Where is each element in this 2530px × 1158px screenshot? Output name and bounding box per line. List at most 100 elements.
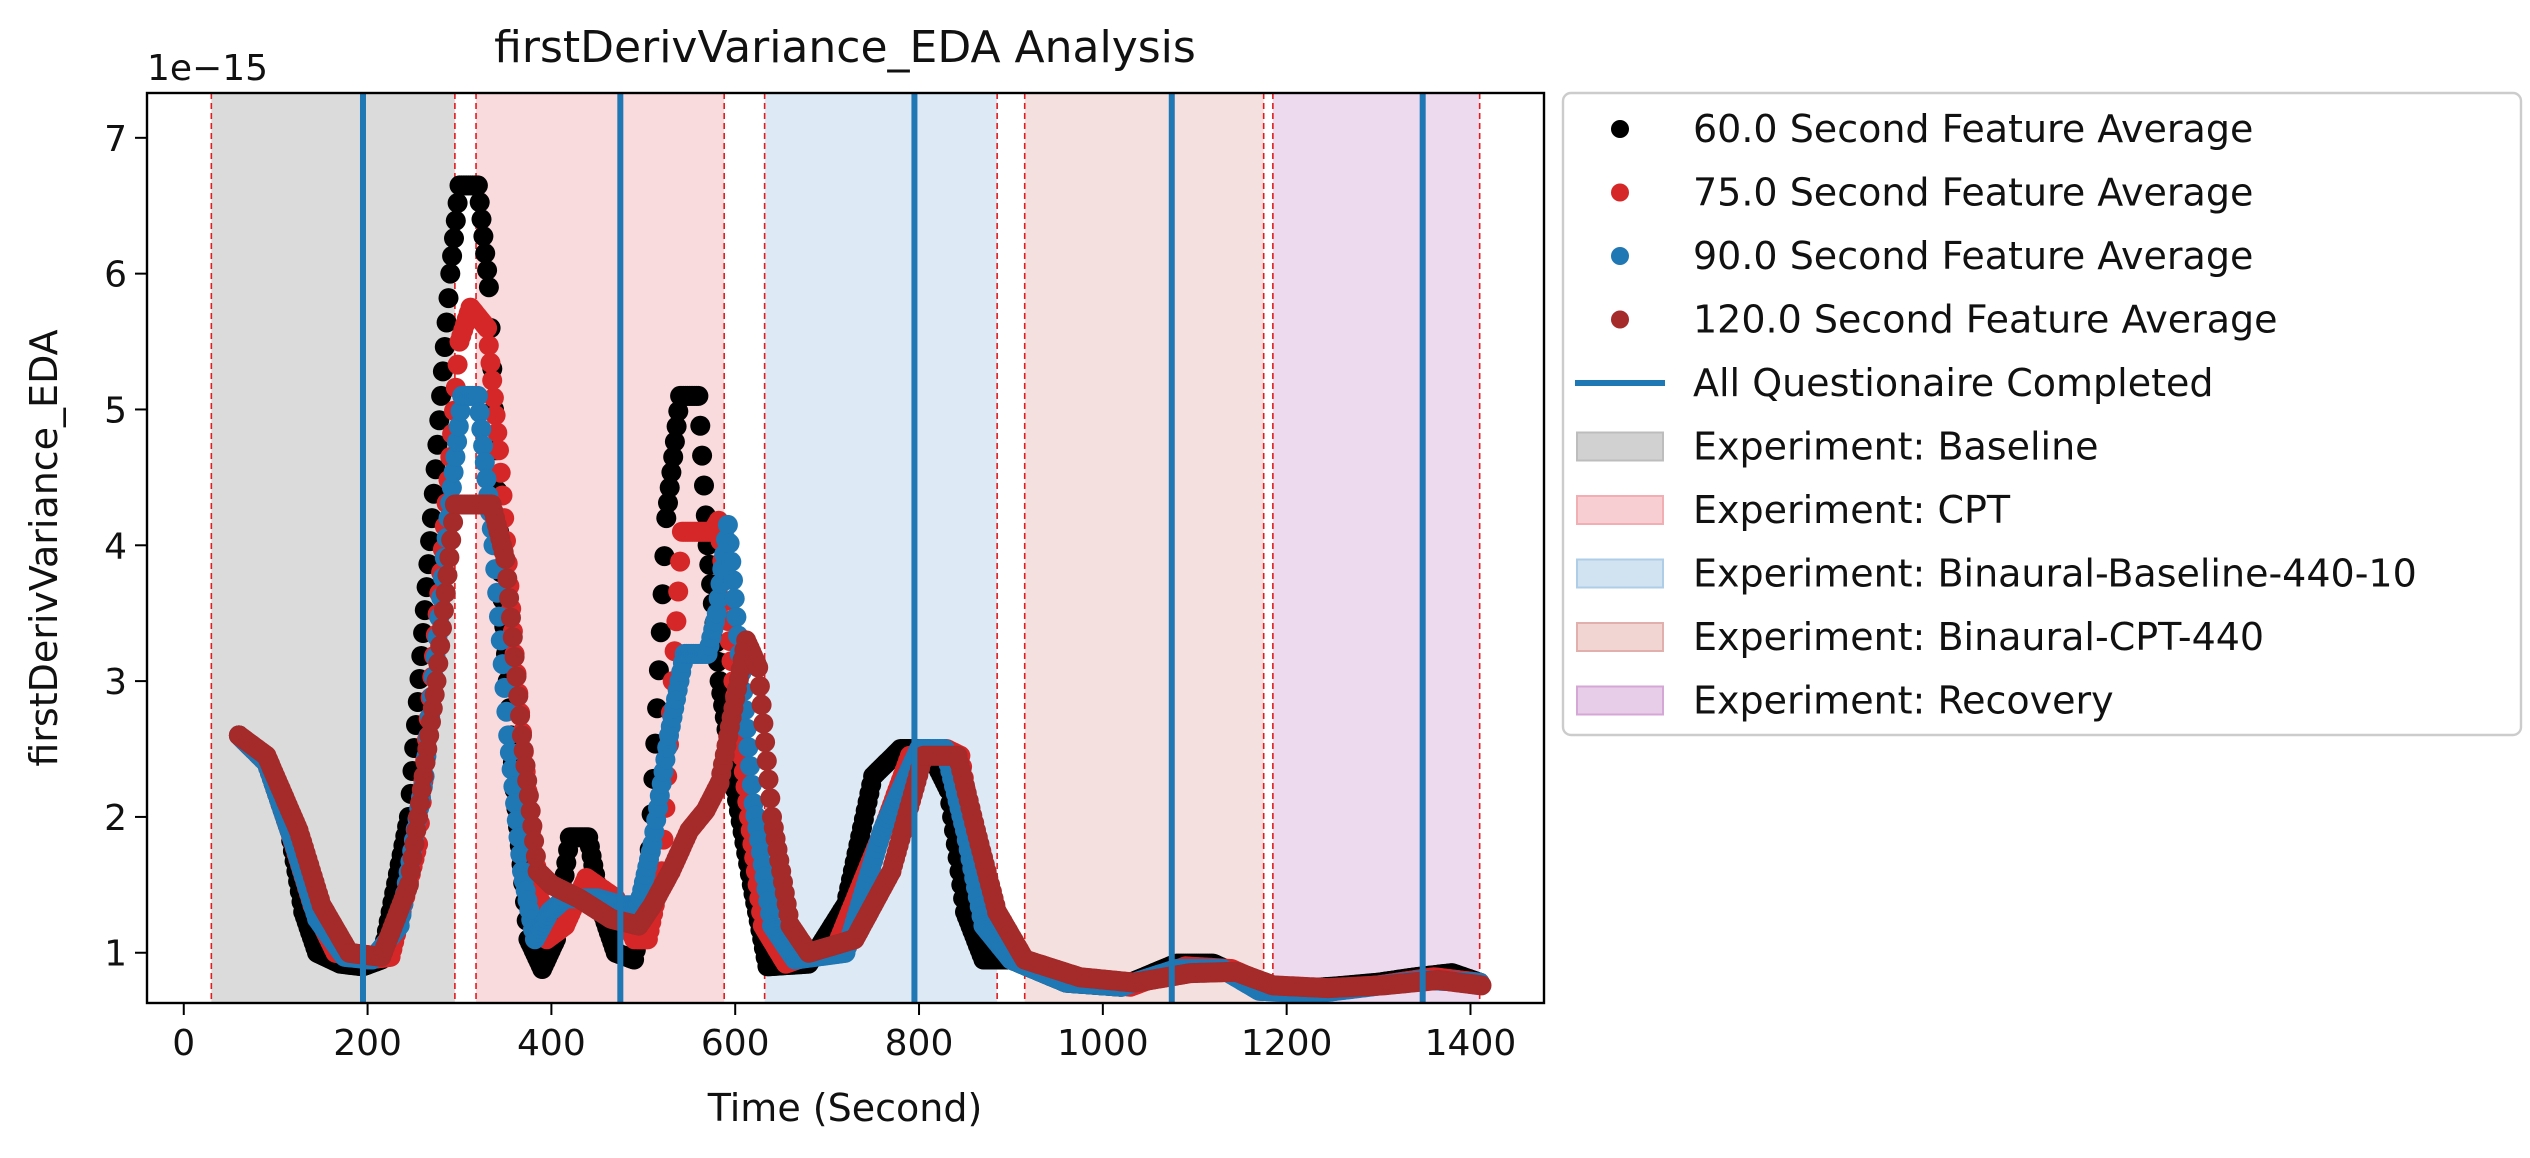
data-point	[508, 686, 529, 707]
data-point	[736, 718, 757, 739]
x-tick-label: 0	[172, 1023, 195, 1064]
legend-label: Experiment: Binaural-Baseline-440-10	[1693, 552, 2417, 596]
data-point	[740, 756, 761, 776]
data-point	[437, 565, 458, 586]
data-point	[431, 385, 452, 406]
data-point	[467, 175, 488, 196]
legend-swatch	[1576, 495, 1664, 525]
data-point	[447, 354, 468, 375]
data-point	[756, 750, 777, 771]
data-point	[748, 657, 769, 678]
legend-marker	[1611, 310, 1629, 329]
data-point	[652, 584, 673, 605]
legend-swatch	[1576, 685, 1664, 716]
experiment-boundaries	[210, 93, 1481, 1003]
data-point	[738, 737, 759, 758]
data-point	[717, 514, 738, 535]
data-point	[656, 508, 677, 529]
data-point	[438, 288, 459, 309]
data-point	[497, 568, 518, 589]
data-point	[495, 548, 516, 569]
legend-items: 60.0 Second Feature Average 75.0 Second F…	[1575, 107, 2417, 723]
legend-label: Experiment: Baseline	[1693, 425, 2099, 469]
legend-label: 90.0 Second Feature Average	[1693, 234, 2253, 278]
data-point	[661, 462, 682, 483]
data-point	[471, 419, 492, 440]
legend-label: Experiment: CPT	[1693, 488, 2011, 532]
x-axis-label: Time (Second)	[707, 1086, 983, 1130]
data-point	[426, 671, 447, 692]
data-point	[666, 611, 687, 632]
data-point	[477, 318, 498, 338]
data-point	[760, 788, 781, 809]
legend-frame	[1561, 91, 2523, 737]
data-point	[524, 831, 545, 852]
data-point	[478, 277, 499, 298]
y-tick-label: 5	[104, 390, 127, 431]
data-point	[480, 352, 501, 373]
data-point	[515, 755, 536, 776]
data-point	[688, 385, 709, 406]
y-tick-label: 6	[104, 255, 127, 296]
chart-title: firstDerivVariance_EDA Analysis	[494, 22, 1196, 73]
data-point	[444, 228, 464, 249]
data-point	[485, 405, 506, 426]
data-point	[469, 402, 490, 423]
legend-swatch	[1576, 622, 1664, 652]
y-axis-ticks: 1 2 3 4 5 6 7	[104, 119, 147, 975]
data-point	[659, 477, 680, 498]
data-point	[447, 431, 468, 452]
y-tick-label: 3	[104, 662, 127, 703]
data-point	[474, 452, 495, 473]
experiment-span	[1272, 93, 1480, 1003]
data-point	[439, 547, 460, 568]
data-point	[487, 422, 508, 443]
legend-label: Experiment: Binaural-CPT-440	[1693, 615, 2264, 659]
data-point	[448, 416, 469, 437]
data-point	[482, 370, 503, 391]
data-point	[510, 705, 531, 726]
x-tick-label: 200	[333, 1023, 402, 1064]
data-point	[447, 193, 468, 213]
data-point	[436, 312, 457, 333]
legend-label: 120.0 Second Feature Average	[1693, 298, 2278, 342]
data-point	[445, 447, 466, 467]
data-point	[501, 607, 521, 628]
data-point	[489, 440, 509, 461]
x-tick-label: 1200	[1241, 1023, 1333, 1064]
x-tick-label: 400	[517, 1023, 586, 1064]
legend-label: 60.0 Second Feature Average	[1693, 107, 2253, 151]
y-tick-label: 4	[104, 526, 127, 567]
data-point	[517, 770, 538, 791]
data-point	[475, 243, 496, 264]
legend-label: All Questionaire Completed	[1693, 361, 2214, 405]
data-point	[692, 445, 713, 466]
data-point	[441, 529, 462, 550]
data-point	[504, 647, 525, 667]
data-point	[450, 401, 471, 422]
data-point	[668, 581, 689, 602]
y-tick-label: 7	[104, 119, 127, 160]
series-3	[228, 494, 1492, 999]
legend-label: Experiment: Recovery	[1693, 679, 2114, 723]
data-point	[473, 435, 494, 456]
data-point	[427, 434, 448, 455]
data-point	[443, 512, 464, 533]
data-point	[508, 827, 529, 848]
data-point	[471, 209, 492, 230]
data-point	[428, 653, 449, 674]
data-point	[706, 603, 727, 624]
data-point	[441, 477, 462, 498]
data-point	[433, 600, 454, 621]
x-tick-label: 600	[701, 1023, 770, 1064]
data-point	[668, 401, 689, 422]
data-point	[477, 260, 498, 281]
data-point	[719, 533, 740, 554]
data-point	[758, 769, 779, 790]
y-tick-label: 2	[104, 798, 127, 839]
experiment-spans	[211, 93, 1480, 1003]
data-point	[724, 588, 745, 609]
plot-frame	[145, 91, 1546, 1005]
data-point	[502, 627, 523, 648]
